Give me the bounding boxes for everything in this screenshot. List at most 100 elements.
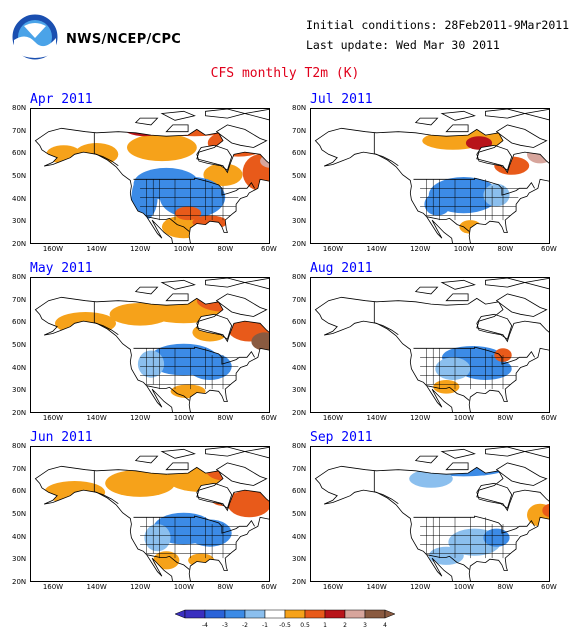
legend-label: 4 — [383, 622, 387, 629]
color-legend: -4 -3 -2 -1 -0.5 0.5 1 2 3 4 — [160, 608, 410, 634]
anomaly-patch — [372, 451, 469, 470]
lat-tick-label: 40N — [12, 363, 27, 372]
legend-swatch — [224, 609, 246, 619]
lon-tick-label: 60W — [261, 245, 277, 253]
lat-tick-label: 50N — [292, 172, 307, 180]
lat-tick-label: 40N — [292, 363, 307, 372]
legend-swatch — [324, 609, 346, 619]
lat-tick-label: 80N — [12, 273, 27, 281]
lon-tick-label: 60W — [541, 583, 557, 591]
legend-label: -4 — [202, 622, 208, 629]
legend-swatch — [174, 609, 186, 619]
lon-tick-label: 60W — [261, 414, 277, 422]
anomaly-patch — [126, 133, 197, 162]
lat-tick-label: 40N — [12, 194, 27, 203]
lat-tick-label: 20N — [292, 409, 307, 417]
legend-label: -2 — [242, 622, 248, 629]
panel-jul-2011: Jul 2011 80N 70N 60N 50N 40N 30N 20N 160W 140W 12… — [280, 92, 557, 260]
lat-tick-label: 70N — [292, 295, 307, 304]
map-may — [30, 277, 270, 413]
lat-tick-label: 60N — [12, 318, 27, 327]
lon-tick-label: 80W — [497, 583, 514, 591]
legend-swatch — [344, 609, 366, 619]
legend-label: -1 — [262, 622, 268, 629]
lat-tick-label: 20N — [12, 240, 27, 248]
lon-tick-label: 120W — [130, 583, 151, 591]
lat-tick-label: 70N — [12, 126, 27, 135]
lat-tick-label: 80N — [292, 273, 307, 281]
lon-tick-label: 160W — [42, 583, 64, 591]
lat-tick-label: 20N — [292, 578, 307, 586]
panel-title: Aug 2011 — [310, 261, 373, 276]
lon-tick-label: 80W — [217, 414, 234, 422]
lon-tick-label: 140W — [366, 414, 387, 422]
panel-title: Sep 2011 — [310, 430, 373, 445]
anomaly-patch — [175, 206, 202, 221]
map-jul — [310, 108, 550, 244]
lon-tick-label: 100W — [173, 583, 195, 591]
lat-tick-label: 40N — [292, 532, 307, 541]
lon-tick-label: 120W — [130, 245, 151, 253]
lat-tick-label: 70N — [292, 464, 307, 473]
legend-swatch — [184, 609, 206, 619]
lon-tick-label: 60W — [541, 245, 557, 253]
noaa-logo — [8, 12, 62, 62]
lat-tick-label: 30N — [12, 217, 27, 226]
anomaly-patch — [433, 380, 460, 394]
map-apr — [30, 108, 270, 244]
legend-swatch — [204, 609, 226, 619]
legend-swatch — [304, 609, 326, 619]
legend-label: 2 — [343, 622, 347, 629]
lon-tick-label: 140W — [86, 245, 107, 253]
lon-tick-label: 100W — [173, 245, 195, 253]
org-name: NWS/NCEP/CPC — [66, 32, 182, 47]
anomaly-patch — [435, 357, 471, 380]
anomaly-patch — [55, 312, 116, 335]
lon-tick-label: 80W — [497, 414, 514, 422]
lat-tick-label: 50N — [12, 172, 27, 180]
lat-tick-label: 30N — [292, 386, 307, 395]
map-sep — [310, 446, 550, 582]
anomaly-patch — [151, 113, 239, 137]
panel-title: Apr 2011 — [30, 92, 93, 107]
lat-tick-label: 30N — [12, 386, 27, 395]
lon-tick-label: 140W — [86, 414, 107, 422]
lat-tick-label: 60N — [292, 149, 307, 158]
lon-tick-label: 80W — [497, 245, 514, 253]
map-jun — [30, 446, 270, 582]
anomaly-patch — [137, 350, 165, 378]
lat-tick-label: 80N — [12, 442, 27, 450]
lat-tick-label: 50N — [12, 341, 27, 349]
legend-swatch — [284, 609, 306, 619]
lon-tick-label: 120W — [410, 245, 431, 253]
legend-swatch — [244, 609, 266, 619]
lon-tick-label: 140W — [86, 583, 107, 591]
lat-tick-label: 70N — [12, 295, 27, 304]
lat-tick-label: 30N — [292, 555, 307, 564]
lat-tick-label: 30N — [292, 217, 307, 226]
legend-label: 0.5 — [300, 622, 310, 629]
anomaly-patch — [542, 503, 549, 518]
lat-tick-label: 70N — [12, 464, 27, 473]
lon-tick-label: 140W — [366, 583, 387, 591]
lat-tick-label: 70N — [292, 126, 307, 135]
lat-tick-label: 60N — [292, 318, 307, 327]
lon-tick-label: 160W — [42, 245, 64, 253]
chart-title: CFS monthly T2m (K) — [210, 66, 360, 81]
anomaly-patch — [144, 524, 171, 552]
anomaly-patch — [424, 192, 451, 216]
lon-tick-label: 140W — [366, 245, 387, 253]
legend-label: -0.5 — [279, 622, 291, 629]
anomaly-patch — [494, 348, 512, 362]
lat-tick-label: 60N — [12, 487, 27, 496]
lat-tick-label: 50N — [12, 510, 27, 518]
lat-tick-label: 40N — [12, 532, 27, 541]
lat-tick-label: 60N — [12, 149, 27, 158]
lat-tick-label: 50N — [292, 341, 307, 349]
lat-tick-label: 30N — [12, 555, 27, 564]
legend-label: 1 — [323, 622, 327, 629]
lon-tick-label: 160W — [322, 583, 344, 591]
lon-tick-label: 60W — [541, 414, 557, 422]
anomaly-patch — [188, 519, 232, 547]
lat-tick-label: 60N — [292, 487, 307, 496]
